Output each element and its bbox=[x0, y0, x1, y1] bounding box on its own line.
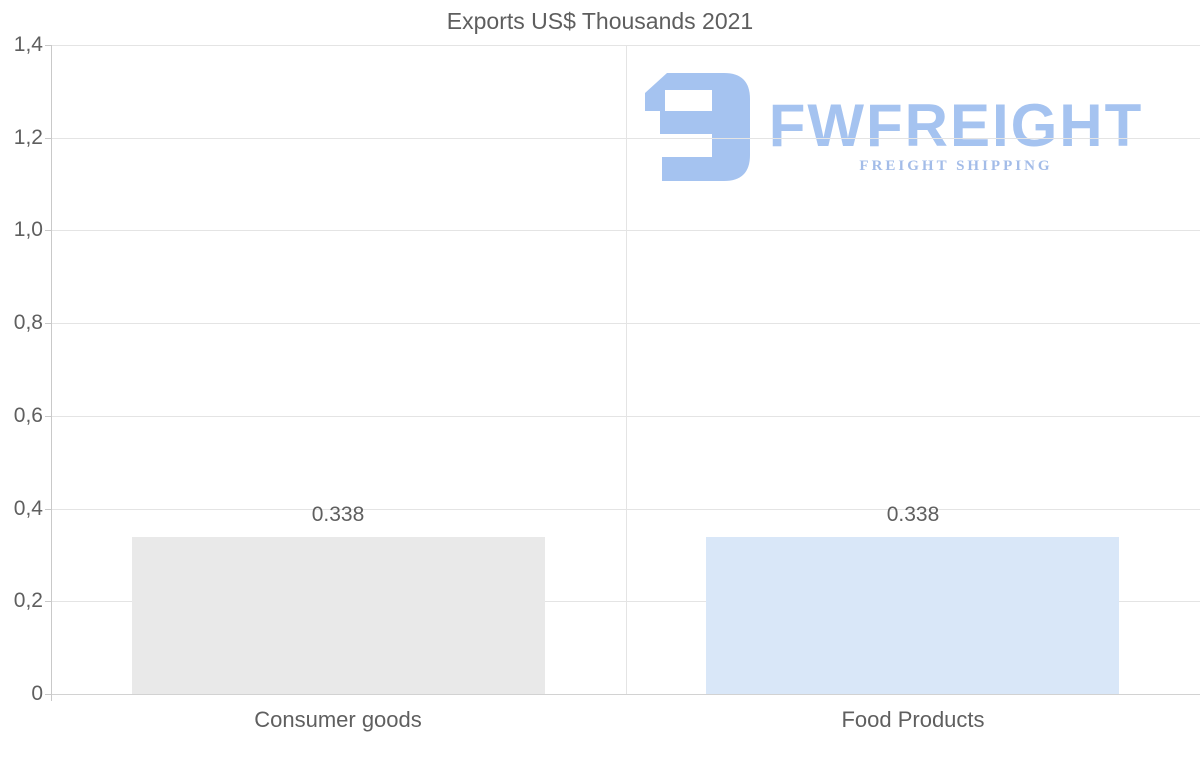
y-axis-line bbox=[51, 45, 52, 701]
y-tick-mark bbox=[45, 45, 51, 46]
y-tick-label: 0,4 bbox=[13, 497, 43, 520]
y-gridline bbox=[51, 416, 1200, 417]
y-tick-mark bbox=[45, 230, 51, 231]
x-axis-label: Food Products bbox=[841, 707, 985, 732]
bar-consumer-goods bbox=[132, 537, 545, 694]
y-tick-mark bbox=[45, 323, 51, 324]
bar-food-products bbox=[706, 537, 1119, 694]
y-tick-mark bbox=[45, 138, 51, 139]
y-tick-mark bbox=[45, 694, 51, 695]
y-tick-label: 0 bbox=[31, 682, 43, 705]
x-axis-label: Consumer goods bbox=[254, 707, 422, 732]
bar-value-label: 0.338 bbox=[886, 503, 940, 526]
y-tick-label: 0,6 bbox=[13, 404, 43, 427]
y-tick-label: 1,2 bbox=[13, 126, 43, 149]
y-tick-mark bbox=[45, 509, 51, 510]
y-tick-mark bbox=[45, 416, 51, 417]
fwfreight-logo: FWFREIGHT FREIGHT SHIPPING bbox=[645, 72, 1147, 184]
chart-title: Exports US$ Thousands 2021 bbox=[446, 8, 754, 34]
y-tick-label: 1,0 bbox=[13, 218, 43, 241]
y-gridline bbox=[51, 323, 1200, 324]
y-gridline bbox=[51, 138, 1200, 139]
y-tick-mark bbox=[45, 601, 51, 602]
y-gridline bbox=[51, 601, 1200, 602]
y-tick-label: 0,8 bbox=[13, 311, 43, 334]
y-gridline bbox=[51, 694, 1200, 695]
bar-value-label: 0.338 bbox=[311, 503, 365, 526]
logo-subtitle: FREIGHT SHIPPING bbox=[859, 158, 1053, 174]
logo-wordmark: FWFREIGHT bbox=[768, 92, 1144, 159]
y-gridline bbox=[51, 45, 1200, 46]
y-gridline bbox=[51, 509, 1200, 510]
y-tick-label: 1,4 bbox=[13, 33, 43, 56]
y-gridline bbox=[51, 230, 1200, 231]
fwfreight-logo-icon bbox=[645, 73, 750, 181]
y-tick-label: 0,2 bbox=[13, 589, 43, 612]
category-separator-gridline bbox=[626, 45, 627, 694]
